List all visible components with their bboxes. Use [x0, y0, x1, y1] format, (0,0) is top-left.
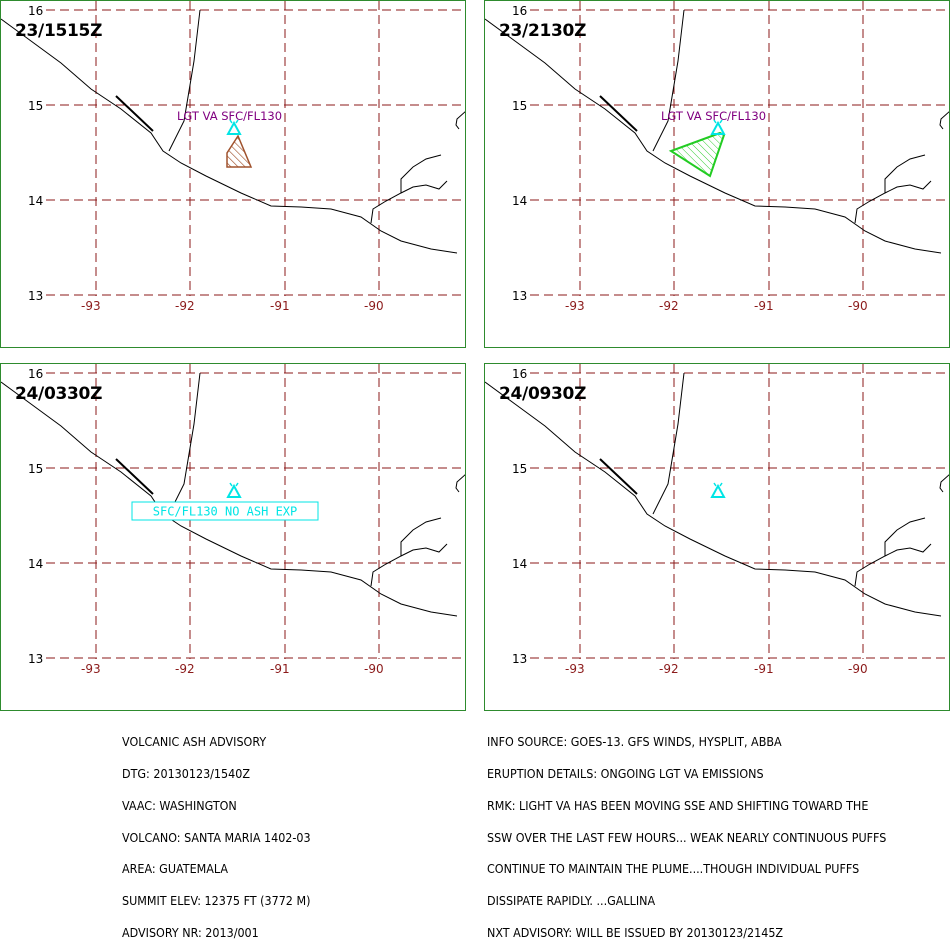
longitude-label: -90	[848, 299, 868, 313]
coastline	[485, 381, 942, 617]
coastline	[1, 18, 458, 254]
volcano-triangle-icon	[710, 482, 726, 498]
panel-time-label: 24/0330Z	[15, 384, 103, 404]
volcano-triangle-icon	[226, 119, 242, 135]
latitude-label: 14	[512, 557, 527, 571]
map-panel-2: 16 15 14 13 -93 -92 -91 -90 LGT VA SFC/FL130 23/…	[484, 0, 950, 348]
country-border	[370, 154, 442, 224]
advisory-line: ERUPTION DETAILS: ONGOING LGT VA EMISSIO…	[487, 766, 764, 781]
advisory-line: CONTINUE TO MAINTAIN THE PLUME....THOUGH…	[487, 862, 860, 877]
country-border	[168, 9, 201, 152]
advisory-line: VAAC: WASHINGTON	[122, 798, 237, 813]
coastline-segment	[599, 95, 638, 132]
forecast-label: SFC/FL130 NO ASH EXP	[153, 505, 298, 519]
forecast-label-box	[131, 501, 319, 521]
latitude-label: 16	[28, 367, 43, 381]
latitude-label: 14	[512, 194, 527, 208]
latitude-label: 15	[28, 462, 43, 476]
country-border	[455, 474, 465, 493]
advisory-text-right: INFO SOURCE: GOES-13. GFS WINDS, HYSPLIT…	[487, 716, 886, 949]
longitude-label: -92	[659, 662, 679, 676]
panel-time-label: 23/1515Z	[15, 21, 103, 41]
advisory-line: SUMMIT ELEV: 12375 FT (3772 M)	[122, 894, 311, 909]
longitude-label: -91	[270, 299, 290, 313]
latitude-label: 16	[512, 367, 527, 381]
longitude-label: -91	[754, 299, 774, 313]
advisory-line: INFO SOURCE: GOES-13. GFS WINDS, HYSPLIT…	[487, 735, 782, 750]
volcano-triangle-icon	[710, 119, 726, 135]
latitude-label: 14	[28, 194, 43, 208]
advisory-line: NXT ADVISORY: WILL BE ISSUED BY 20130123…	[487, 925, 784, 940]
country-border	[854, 154, 926, 224]
latitude-label: 13	[28, 289, 43, 303]
advisory-line: DTG: 20130123/1540Z	[122, 766, 250, 781]
longitude-label: -93	[565, 662, 585, 676]
map-panel-1: 16 15 14 13 -93 -92 -91 -90 LGT VA SFC/FL130 23/…	[0, 0, 466, 348]
map-canvas: 16 15 14 13 -93 -92 -91 -90 SFC/FL130 NO ASH EXP	[1, 364, 465, 676]
advisory-text-left: VOLCANIC ASH ADVISORY DTG: 20130123/1540…	[122, 716, 311, 949]
coastline-segment	[115, 95, 154, 132]
map-panel-3: 16 15 14 13 -93 -92 -91 -90 SFC/FL130 NO ASH EXP…	[0, 363, 466, 711]
country-border	[652, 372, 685, 515]
longitude-label: -90	[364, 299, 384, 313]
latitude-label: 15	[28, 99, 43, 113]
coastline-segment	[115, 458, 154, 495]
ash-plume-polygon	[668, 131, 726, 178]
latitude-label: 13	[28, 652, 43, 666]
latitude-label: 13	[512, 652, 527, 666]
latitude-label: 16	[512, 4, 527, 18]
country-border	[400, 543, 448, 557]
country-border	[168, 372, 201, 515]
latitude-label: 13	[512, 289, 527, 303]
map-canvas: 16 15 14 13 -93 -92 -91 -90 LGT VA SFC/FL130	[1, 1, 465, 313]
advisory-line: RMK: LIGHT VA HAS BEEN MOVING SSE AND SH…	[487, 798, 869, 813]
coastline	[485, 18, 942, 254]
longitude-label: -92	[659, 299, 679, 313]
longitude-label: -90	[848, 662, 868, 676]
country-border	[854, 517, 926, 587]
longitude-label: -93	[81, 662, 101, 676]
latitude-label: 15	[512, 99, 527, 113]
ash-layer-label: LGT VA SFC/FL130	[661, 109, 766, 123]
map-canvas: 16 15 14 13 -93 -92 -91 -90	[485, 364, 949, 676]
longitude-label: -90	[364, 662, 384, 676]
country-border	[884, 543, 932, 557]
map-panel-4: 16 15 14 13 -93 -92 -91 -90 24/0930Z	[484, 363, 950, 711]
longitude-label: -93	[565, 299, 585, 313]
advisory-line: VOLCANO: SANTA MARIA 1402-03	[122, 830, 311, 845]
country-border	[884, 180, 932, 194]
latitude-label: 14	[28, 557, 43, 571]
country-border	[455, 111, 465, 130]
advisory-line: ADVISORY NR: 2013/001	[122, 925, 259, 940]
country-border	[939, 474, 949, 493]
country-border	[939, 111, 949, 130]
longitude-label: -91	[270, 662, 290, 676]
volcano-triangle-icon	[226, 482, 242, 498]
advisory-line: AREA: GUATEMALA	[122, 862, 229, 877]
country-border	[652, 9, 685, 152]
advisory-line: VOLCANIC ASH ADVISORY	[122, 735, 267, 750]
advisory-line: DISSIPATE RAPIDLY. ...GALLINA	[487, 894, 656, 909]
latitude-label: 16	[28, 4, 43, 18]
panel-time-label: 24/0930Z	[499, 384, 587, 404]
longitude-label: -93	[81, 299, 101, 313]
map-canvas: 16 15 14 13 -93 -92 -91 -90 LGT VA SFC/FL130	[485, 1, 949, 313]
longitude-label: -92	[175, 662, 195, 676]
country-border	[400, 180, 448, 194]
coastline	[1, 381, 458, 617]
coastline-segment	[599, 458, 638, 495]
panel-time-label: 23/2130Z	[499, 21, 587, 41]
ash-layer-label: LGT VA SFC/FL130	[177, 109, 282, 123]
country-border	[370, 517, 442, 587]
latitude-label: 15	[512, 462, 527, 476]
longitude-label: -91	[754, 662, 774, 676]
advisory-line: SSW OVER THE LAST FEW HOURS... WEAK NEAR…	[487, 830, 887, 845]
ash-plume-polygon	[226, 134, 253, 168]
longitude-label: -92	[175, 299, 195, 313]
